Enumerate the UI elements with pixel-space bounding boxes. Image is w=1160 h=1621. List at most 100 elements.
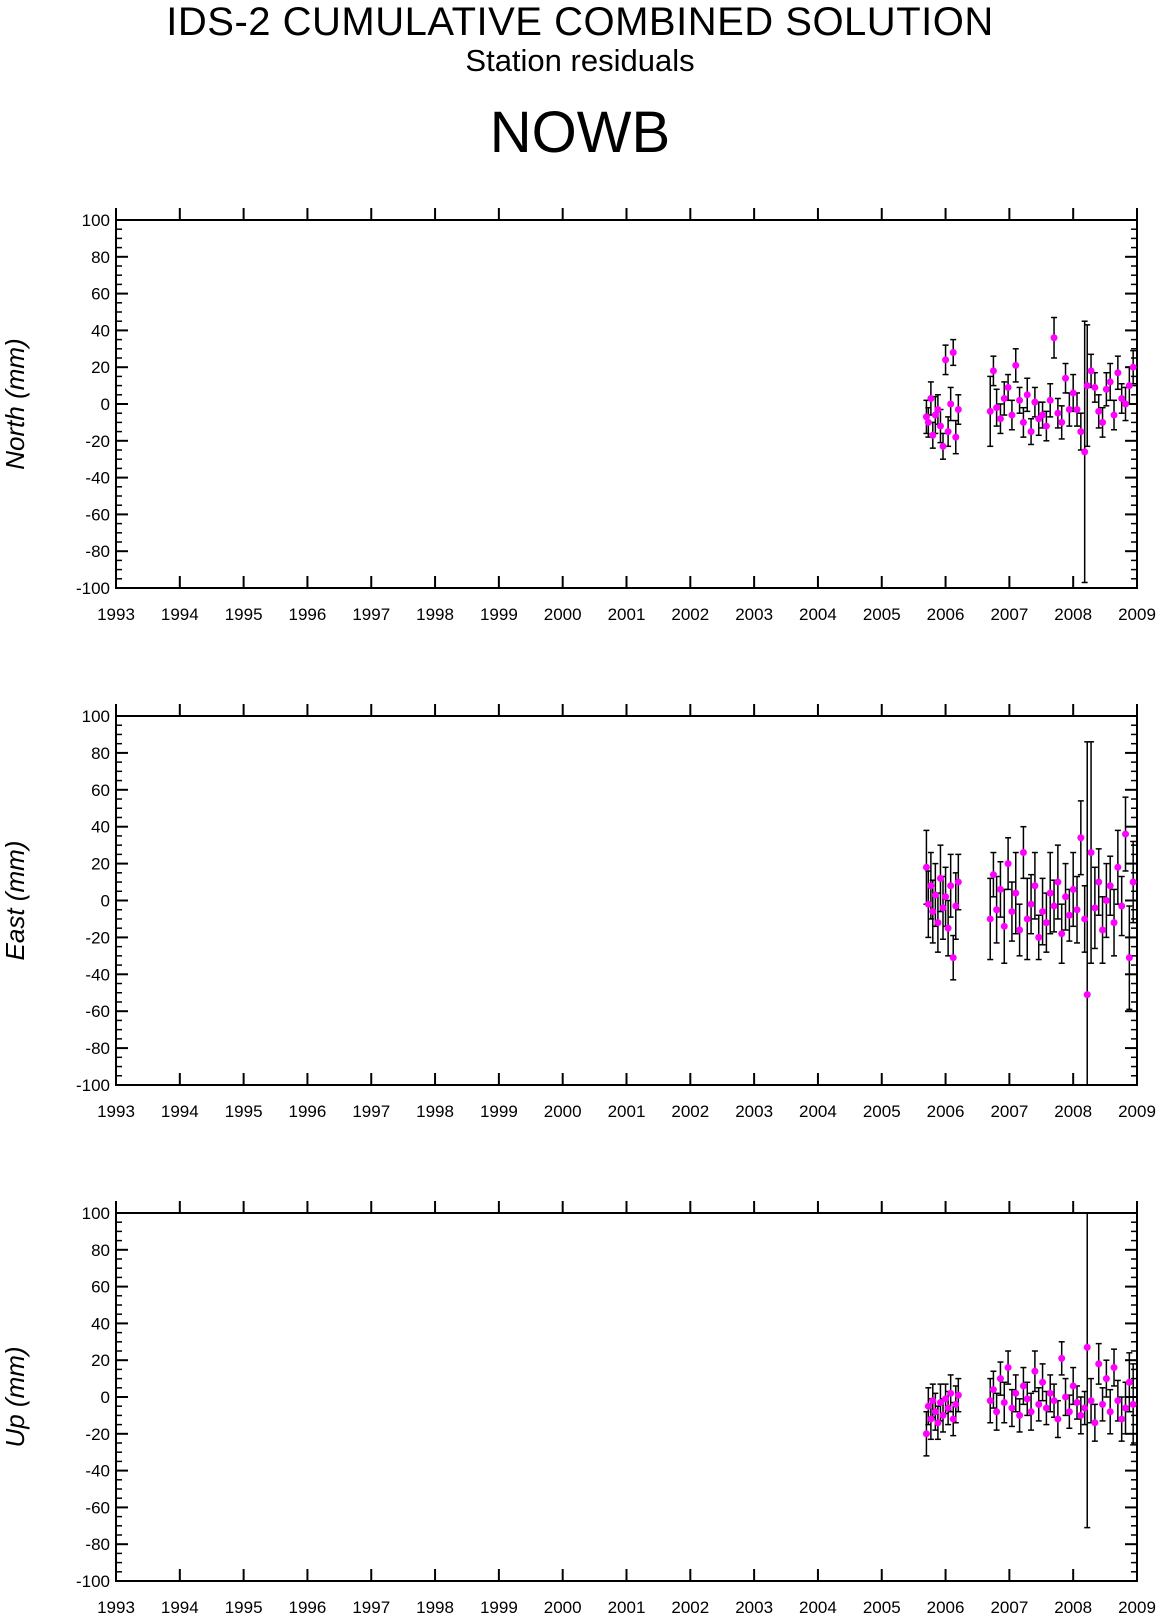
data-point [1106,1408,1114,1416]
x-tick-label: 2005 [863,605,901,624]
plot-frame [115,715,1138,1086]
data-point [1091,1419,1099,1427]
y-tick-label: -100 [76,1076,110,1095]
y-tick-label: 100 [82,707,110,726]
data-point [1077,834,1085,842]
data-point [1122,830,1130,838]
x-tick-label: 1993 [97,1102,135,1121]
y-tick-label: 80 [91,248,110,267]
data-point [1050,1397,1058,1405]
x-tick-label: 2007 [990,1102,1028,1121]
x-tick-label: 2005 [863,1598,901,1617]
data-point [1114,1397,1122,1405]
data-point [927,1415,935,1423]
x-tick-label: 1996 [289,1102,327,1121]
x-tick-label: 2007 [990,1598,1028,1617]
data-point [1000,394,1008,402]
y-tick-label: -40 [85,965,110,984]
data-point [1083,382,1091,390]
y-tick-label: 80 [91,1241,110,1260]
x-tick-label: 1995 [225,605,263,624]
x-tick-label: 1997 [352,605,390,624]
data-point [1023,915,1031,923]
x-tick-label: 1995 [225,1598,263,1617]
data-point [922,1430,930,1438]
data-point [1039,411,1047,419]
data-point [1054,409,1062,417]
y-axis-title: Up (mm) [0,1346,30,1447]
data-point [1099,418,1107,426]
x-tick-label: 1993 [97,1598,135,1617]
data-point [989,367,997,375]
data-point [1083,991,1091,999]
y-tick-label: -80 [85,1039,110,1058]
data-point [1000,922,1008,930]
data-point [1008,908,1016,916]
data-point [1000,1399,1008,1407]
data-point [949,1415,957,1423]
chart-main-title: IDS-2 CUMULATIVE COMBINED SOLUTION [166,0,994,44]
x-tick-label: 2000 [544,1102,582,1121]
data-point [1087,849,1095,857]
data-point [1110,919,1118,927]
y-tick-label: -40 [85,469,110,488]
x-tick-label: 1997 [352,1598,390,1617]
data-point [952,1400,960,1408]
data-point [1114,369,1122,377]
data-point [939,442,947,450]
x-tick-label: 1998 [416,605,454,624]
data-point [1083,1343,1091,1351]
data-point [996,415,1004,423]
y-tick-label: 80 [91,744,110,763]
data-point [1046,889,1054,897]
data-point [1031,882,1039,890]
data-point [1118,394,1126,402]
data-point [1122,1404,1130,1412]
data-point [939,1411,947,1419]
data-point [1065,911,1073,919]
x-tick-label: 2005 [863,1102,901,1121]
data-point [952,902,960,910]
data-point [1027,1408,1035,1416]
data-point [1102,1375,1110,1383]
data-point [944,924,952,932]
x-tick-label: 2008 [1054,605,1092,624]
data-point [1081,915,1089,923]
data-point [1039,908,1047,916]
data-point [1046,396,1054,404]
data-point [947,1389,955,1397]
x-tick-label: 2001 [608,1102,646,1121]
data-point [1031,1367,1039,1375]
data-point [1095,407,1103,415]
y-tick-label: -100 [76,579,110,598]
data-point [1087,1397,1095,1405]
y-tick-label: -40 [85,1462,110,1481]
data-point [1077,428,1085,436]
data-point [1069,389,1077,397]
y-tick-label: 0 [101,1388,110,1407]
x-tick-label: 1996 [289,1598,327,1617]
y-tick-label: 0 [101,395,110,414]
data-point [1004,1364,1012,1372]
x-tick-label: 2002 [671,605,709,624]
data-point [1118,902,1126,910]
data-point [993,1408,1001,1416]
data-point [996,885,1004,893]
x-tick-label: 2009 [1118,1102,1156,1121]
data-point [1058,418,1066,426]
data-point [1102,897,1110,904]
x-tick-label: 2006 [927,1598,965,1617]
data-point [924,418,932,426]
x-tick-label: 2006 [927,1102,965,1121]
data-point [954,406,962,414]
data-point [1004,860,1012,868]
panel-0: 1993 1994 1995 1996 1997 1998 1999 2000 2001 2002… [0,208,1156,624]
x-tick-label: 1994 [161,1102,199,1121]
data-point [1102,385,1110,393]
data-point [1054,1415,1062,1423]
data-point [936,1399,944,1407]
chart-subtitle: Station residuals [465,43,695,78]
data-point [986,407,994,415]
data-point [929,1397,937,1405]
x-tick-label: 1999 [480,1102,518,1121]
